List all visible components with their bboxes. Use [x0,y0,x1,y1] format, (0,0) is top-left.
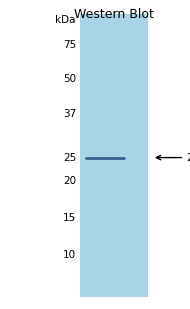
Text: 20: 20 [63,176,76,186]
Text: 25: 25 [63,153,76,163]
Text: kDa: kDa [55,15,76,25]
Text: 37: 37 [63,109,76,119]
Text: 10: 10 [63,250,76,260]
Text: Western Blot: Western Blot [74,8,154,21]
Text: 50: 50 [63,74,76,84]
Text: 26kDa: 26kDa [186,153,190,163]
Text: 75: 75 [63,40,76,50]
FancyBboxPatch shape [80,14,148,297]
Text: 15: 15 [63,213,76,223]
